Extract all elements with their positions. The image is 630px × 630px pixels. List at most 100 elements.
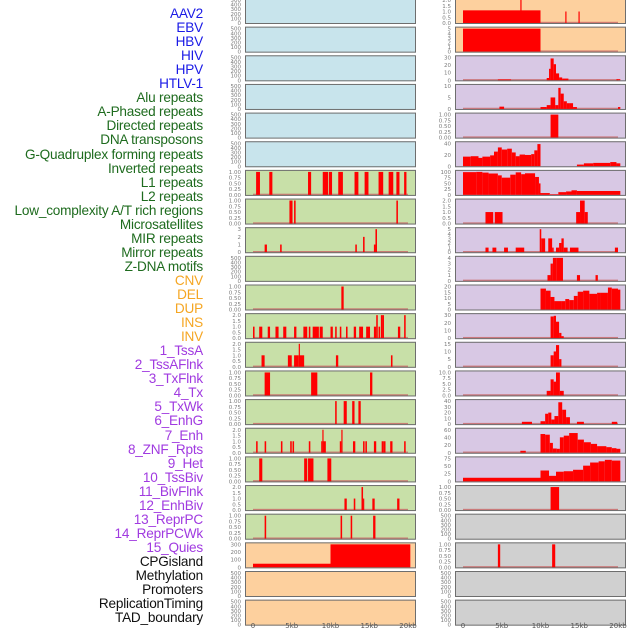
track-panel: 0.000.250.500.751.00 (229, 456, 416, 485)
y-tick-label: 0.75 (229, 204, 242, 210)
data-bar (598, 461, 605, 482)
data-bar (463, 477, 541, 482)
data-bar (390, 441, 393, 453)
y-tick-label: 100 (231, 589, 242, 595)
y-tick-label: 0.50 (229, 181, 242, 187)
panel-frame (245, 513, 416, 540)
y-tick-label: 5 (448, 27, 452, 33)
data-bar (618, 107, 621, 109)
y-tick-label: 1.00 (229, 456, 242, 462)
y-tick-label: 75 (444, 176, 451, 182)
track-label: Z-DNA motifs (124, 258, 204, 274)
data-bar (614, 247, 618, 253)
track-panel: 0.000.250.500.751.00 (229, 284, 416, 314)
y-tick-label: 2 (448, 267, 452, 273)
x-tick-label: 20kb (609, 622, 627, 630)
y-tick-label: 300 (231, 65, 242, 71)
baseline-track (463, 136, 618, 138)
data-bar (550, 114, 559, 138)
y-tick-label: 10.0 (439, 370, 452, 376)
data-bar (549, 68, 551, 81)
data-bar (322, 171, 329, 195)
data-bar (511, 152, 516, 167)
data-bar (375, 229, 377, 253)
panel-background (245, 571, 416, 597)
baseline-track (463, 336, 618, 339)
y-tick-label: 100 (231, 131, 242, 137)
y-tick-label: 0.00 (229, 422, 242, 428)
panel-frame (455, 255, 626, 282)
x-tick-label: 5kb (495, 622, 509, 630)
data-bar (256, 441, 258, 453)
data-bar (550, 379, 554, 396)
data-bar (578, 11, 580, 23)
data-bar (616, 448, 621, 453)
track-panel: 01 2 3 (238, 227, 416, 256)
y-tick-label: 0.5 (232, 359, 241, 365)
y-tick-label: 0.75 (439, 491, 452, 497)
y-tick-label: 400 (231, 60, 242, 66)
y-tick-label: 1.00 (229, 370, 242, 376)
track-label: INV (180, 329, 203, 345)
y-tick-label: 100 (231, 618, 242, 624)
data-bar (497, 175, 502, 195)
data-bar (376, 315, 378, 339)
y-tick-label: 100 (231, 274, 242, 280)
y-tick-label: 4 (448, 256, 452, 262)
data-bar (583, 442, 591, 453)
y-tick-label: 0.75 (439, 118, 452, 124)
data-bar (264, 372, 271, 396)
y-tick-label: 0 (238, 623, 242, 629)
track-panel: 0.00.51.01.52.0 (232, 341, 416, 371)
y-tick-label: 0.25 (439, 560, 452, 566)
data-bar (308, 171, 312, 195)
data-bar (569, 433, 578, 453)
y-tick-label: 1.00 (229, 285, 242, 291)
panel-frame (245, 83, 416, 110)
data-bar (476, 171, 483, 195)
y-tick-label: 300 (231, 150, 242, 156)
data-bar (583, 465, 591, 482)
data-bar (482, 172, 489, 195)
track-label: ReplicationTiming (98, 596, 203, 612)
data-bar (553, 315, 556, 339)
data-bar (539, 229, 542, 253)
data-bar (576, 421, 584, 425)
data-bar (548, 238, 553, 253)
x-tick-label: 0 (461, 622, 465, 630)
y-tick-label: 0.25 (229, 416, 242, 422)
y-tick-label: 0.75 (229, 405, 242, 411)
x-tick-label: 10kb (532, 622, 550, 630)
y-tick-label: 0 (448, 623, 452, 629)
data-bar (560, 93, 564, 109)
data-bar (304, 458, 308, 482)
data-bar (538, 183, 541, 195)
data-bar (308, 326, 311, 339)
y-tick-label: 2.0 (232, 313, 241, 319)
data-bar (561, 301, 566, 310)
baseline-track (463, 508, 618, 511)
y-tick-label: 200 (231, 98, 242, 104)
y-tick-label: 75 (444, 456, 451, 462)
y-tick-label: 1.5 (442, 204, 451, 210)
y-tick-label: 20 (444, 63, 451, 69)
y-tick-label: 100 (441, 618, 452, 624)
y-tick-label: 0.0 (442, 393, 451, 399)
y-tick-label: 0 (448, 78, 452, 84)
y-tick-label: 0.25 (439, 130, 452, 136)
y-tick-label: 300 (441, 580, 452, 586)
data-bar (563, 435, 570, 453)
y-tick-label: 500 (231, 141, 242, 147)
track-panel: 025 50 75 (444, 456, 626, 485)
panel-background (245, 513, 416, 540)
data-bar (553, 351, 556, 367)
data-bar (269, 171, 273, 195)
y-tick-label: 1.0 (232, 325, 241, 331)
y-tick-label: 0.25 (229, 302, 242, 308)
data-bar (344, 498, 347, 511)
